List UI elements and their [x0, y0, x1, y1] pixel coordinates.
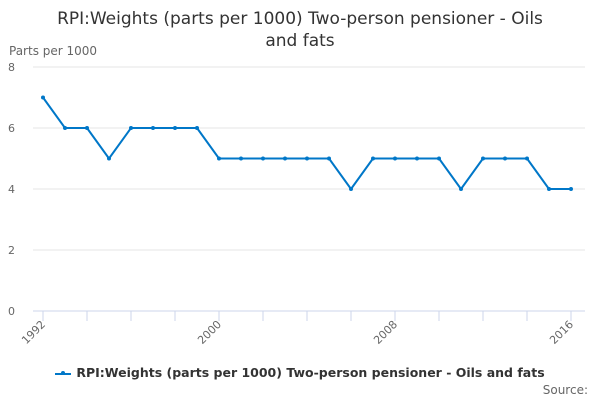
data-point — [173, 126, 177, 130]
data-point — [41, 95, 45, 100]
data-point — [547, 187, 551, 191]
data-point — [129, 126, 133, 130]
series-line — [42, 96, 571, 190]
x-tick-label: 2000 — [195, 318, 224, 347]
data-point — [107, 156, 111, 161]
data-point — [481, 156, 485, 161]
legend-label: RPI:Weights (parts per 1000) Two-person … — [76, 365, 545, 380]
source-label: Source: — [542, 383, 588, 397]
x-tick-label: 2008 — [371, 318, 400, 347]
data-point — [261, 156, 265, 161]
chart-title: RPI:Weights (parts per 1000) Two-person … — [0, 8, 600, 52]
data-point — [525, 156, 529, 161]
data-point — [85, 126, 89, 130]
legend-swatch — [55, 371, 72, 375]
y-tick-label: 8 — [8, 61, 15, 74]
data-point — [349, 187, 353, 191]
data-point — [415, 156, 419, 161]
data-point — [305, 156, 309, 161]
data-point — [459, 187, 463, 191]
data-point — [393, 156, 397, 161]
chart-title-line-2: and fats — [265, 31, 335, 51]
x-tick-label: 2016 — [547, 318, 576, 347]
data-point — [63, 126, 67, 130]
legend-item[interactable]: RPI:Weights (parts per 1000) Two-person … — [0, 365, 600, 380]
y-tick-label: 0 — [8, 305, 15, 318]
data-point — [503, 156, 507, 161]
data-point — [371, 156, 375, 161]
data-point — [327, 156, 331, 161]
y-tick-label: 4 — [8, 183, 15, 196]
data-point — [569, 187, 573, 191]
data-point — [195, 126, 199, 130]
y-tick-label: 2 — [8, 244, 15, 257]
chart-title-line-1: RPI:Weights (parts per 1000) Two-person … — [57, 9, 543, 29]
data-point — [239, 156, 243, 161]
data-point — [217, 156, 221, 161]
data-point — [283, 156, 287, 161]
data-point — [151, 126, 155, 130]
y-tick-label: 6 — [8, 122, 15, 135]
x-tick-label: 1992 — [19, 318, 48, 347]
data-point — [437, 156, 441, 161]
y-axis-label: Parts per 1000 — [9, 44, 98, 58]
